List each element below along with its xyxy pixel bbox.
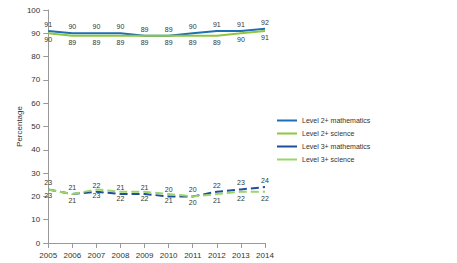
svg-text:2012: 2012 bbox=[208, 251, 226, 260]
svg-text:2014: 2014 bbox=[256, 251, 274, 260]
svg-text:90: 90 bbox=[237, 36, 245, 43]
svg-text:90: 90 bbox=[68, 23, 76, 30]
svg-text:91: 91 bbox=[213, 21, 221, 28]
svg-text:89: 89 bbox=[141, 26, 149, 33]
svg-text:60: 60 bbox=[31, 99, 40, 108]
svg-text:22: 22 bbox=[117, 195, 125, 202]
svg-text:Level 2+ science: Level 2+ science bbox=[302, 130, 354, 137]
svg-text:2005: 2005 bbox=[39, 251, 57, 260]
svg-text:21: 21 bbox=[68, 184, 76, 191]
svg-text:Level 2+ mathematics: Level 2+ mathematics bbox=[302, 117, 371, 124]
svg-text:Percentage: Percentage bbox=[15, 105, 24, 146]
svg-text:91: 91 bbox=[261, 34, 269, 41]
svg-text:90: 90 bbox=[117, 23, 125, 30]
svg-text:21: 21 bbox=[165, 197, 173, 204]
svg-text:2006: 2006 bbox=[63, 251, 81, 260]
svg-text:50: 50 bbox=[31, 122, 40, 131]
svg-text:89: 89 bbox=[93, 39, 101, 46]
svg-text:23: 23 bbox=[44, 192, 52, 199]
svg-text:Level 3+ science: Level 3+ science bbox=[302, 156, 354, 163]
svg-text:100: 100 bbox=[27, 6, 41, 15]
svg-text:21: 21 bbox=[68, 197, 76, 204]
svg-text:2013: 2013 bbox=[232, 251, 250, 260]
svg-text:22: 22 bbox=[141, 195, 149, 202]
svg-text:89: 89 bbox=[189, 39, 197, 46]
svg-text:2009: 2009 bbox=[136, 251, 154, 260]
svg-text:20: 20 bbox=[31, 192, 40, 201]
svg-text:90: 90 bbox=[31, 29, 40, 38]
svg-text:22: 22 bbox=[93, 182, 101, 189]
svg-text:91: 91 bbox=[237, 21, 245, 28]
svg-text:23: 23 bbox=[93, 192, 101, 199]
svg-text:10: 10 bbox=[31, 215, 40, 224]
svg-text:89: 89 bbox=[165, 26, 173, 33]
svg-text:22: 22 bbox=[237, 195, 245, 202]
svg-text:22: 22 bbox=[261, 195, 269, 202]
svg-text:89: 89 bbox=[117, 39, 125, 46]
svg-text:20: 20 bbox=[189, 186, 197, 193]
svg-text:22: 22 bbox=[213, 182, 221, 189]
svg-text:20: 20 bbox=[165, 186, 173, 193]
svg-text:20: 20 bbox=[189, 199, 197, 206]
svg-text:24: 24 bbox=[261, 177, 269, 184]
svg-text:90: 90 bbox=[189, 23, 197, 30]
svg-text:21: 21 bbox=[141, 184, 149, 191]
svg-text:21: 21 bbox=[117, 184, 125, 191]
svg-text:90: 90 bbox=[93, 23, 101, 30]
svg-text:91: 91 bbox=[44, 21, 52, 28]
svg-text:89: 89 bbox=[68, 39, 76, 46]
svg-text:89: 89 bbox=[141, 39, 149, 46]
svg-text:92: 92 bbox=[261, 19, 269, 26]
svg-text:2010: 2010 bbox=[160, 251, 178, 260]
svg-text:2011: 2011 bbox=[184, 251, 202, 260]
svg-text:30: 30 bbox=[31, 169, 40, 178]
svg-text:89: 89 bbox=[213, 39, 221, 46]
svg-text:80: 80 bbox=[31, 52, 40, 61]
svg-text:40: 40 bbox=[31, 145, 40, 154]
svg-text:0: 0 bbox=[36, 239, 41, 248]
svg-text:2008: 2008 bbox=[112, 251, 130, 260]
svg-text:70: 70 bbox=[31, 75, 40, 84]
svg-text:23: 23 bbox=[44, 179, 52, 186]
svg-text:Level 3+ mathematics: Level 3+ mathematics bbox=[302, 143, 371, 150]
svg-text:21: 21 bbox=[213, 197, 221, 204]
svg-text:23: 23 bbox=[237, 179, 245, 186]
svg-text:90: 90 bbox=[44, 36, 52, 43]
svg-text:89: 89 bbox=[165, 39, 173, 46]
svg-text:2007: 2007 bbox=[88, 251, 106, 260]
